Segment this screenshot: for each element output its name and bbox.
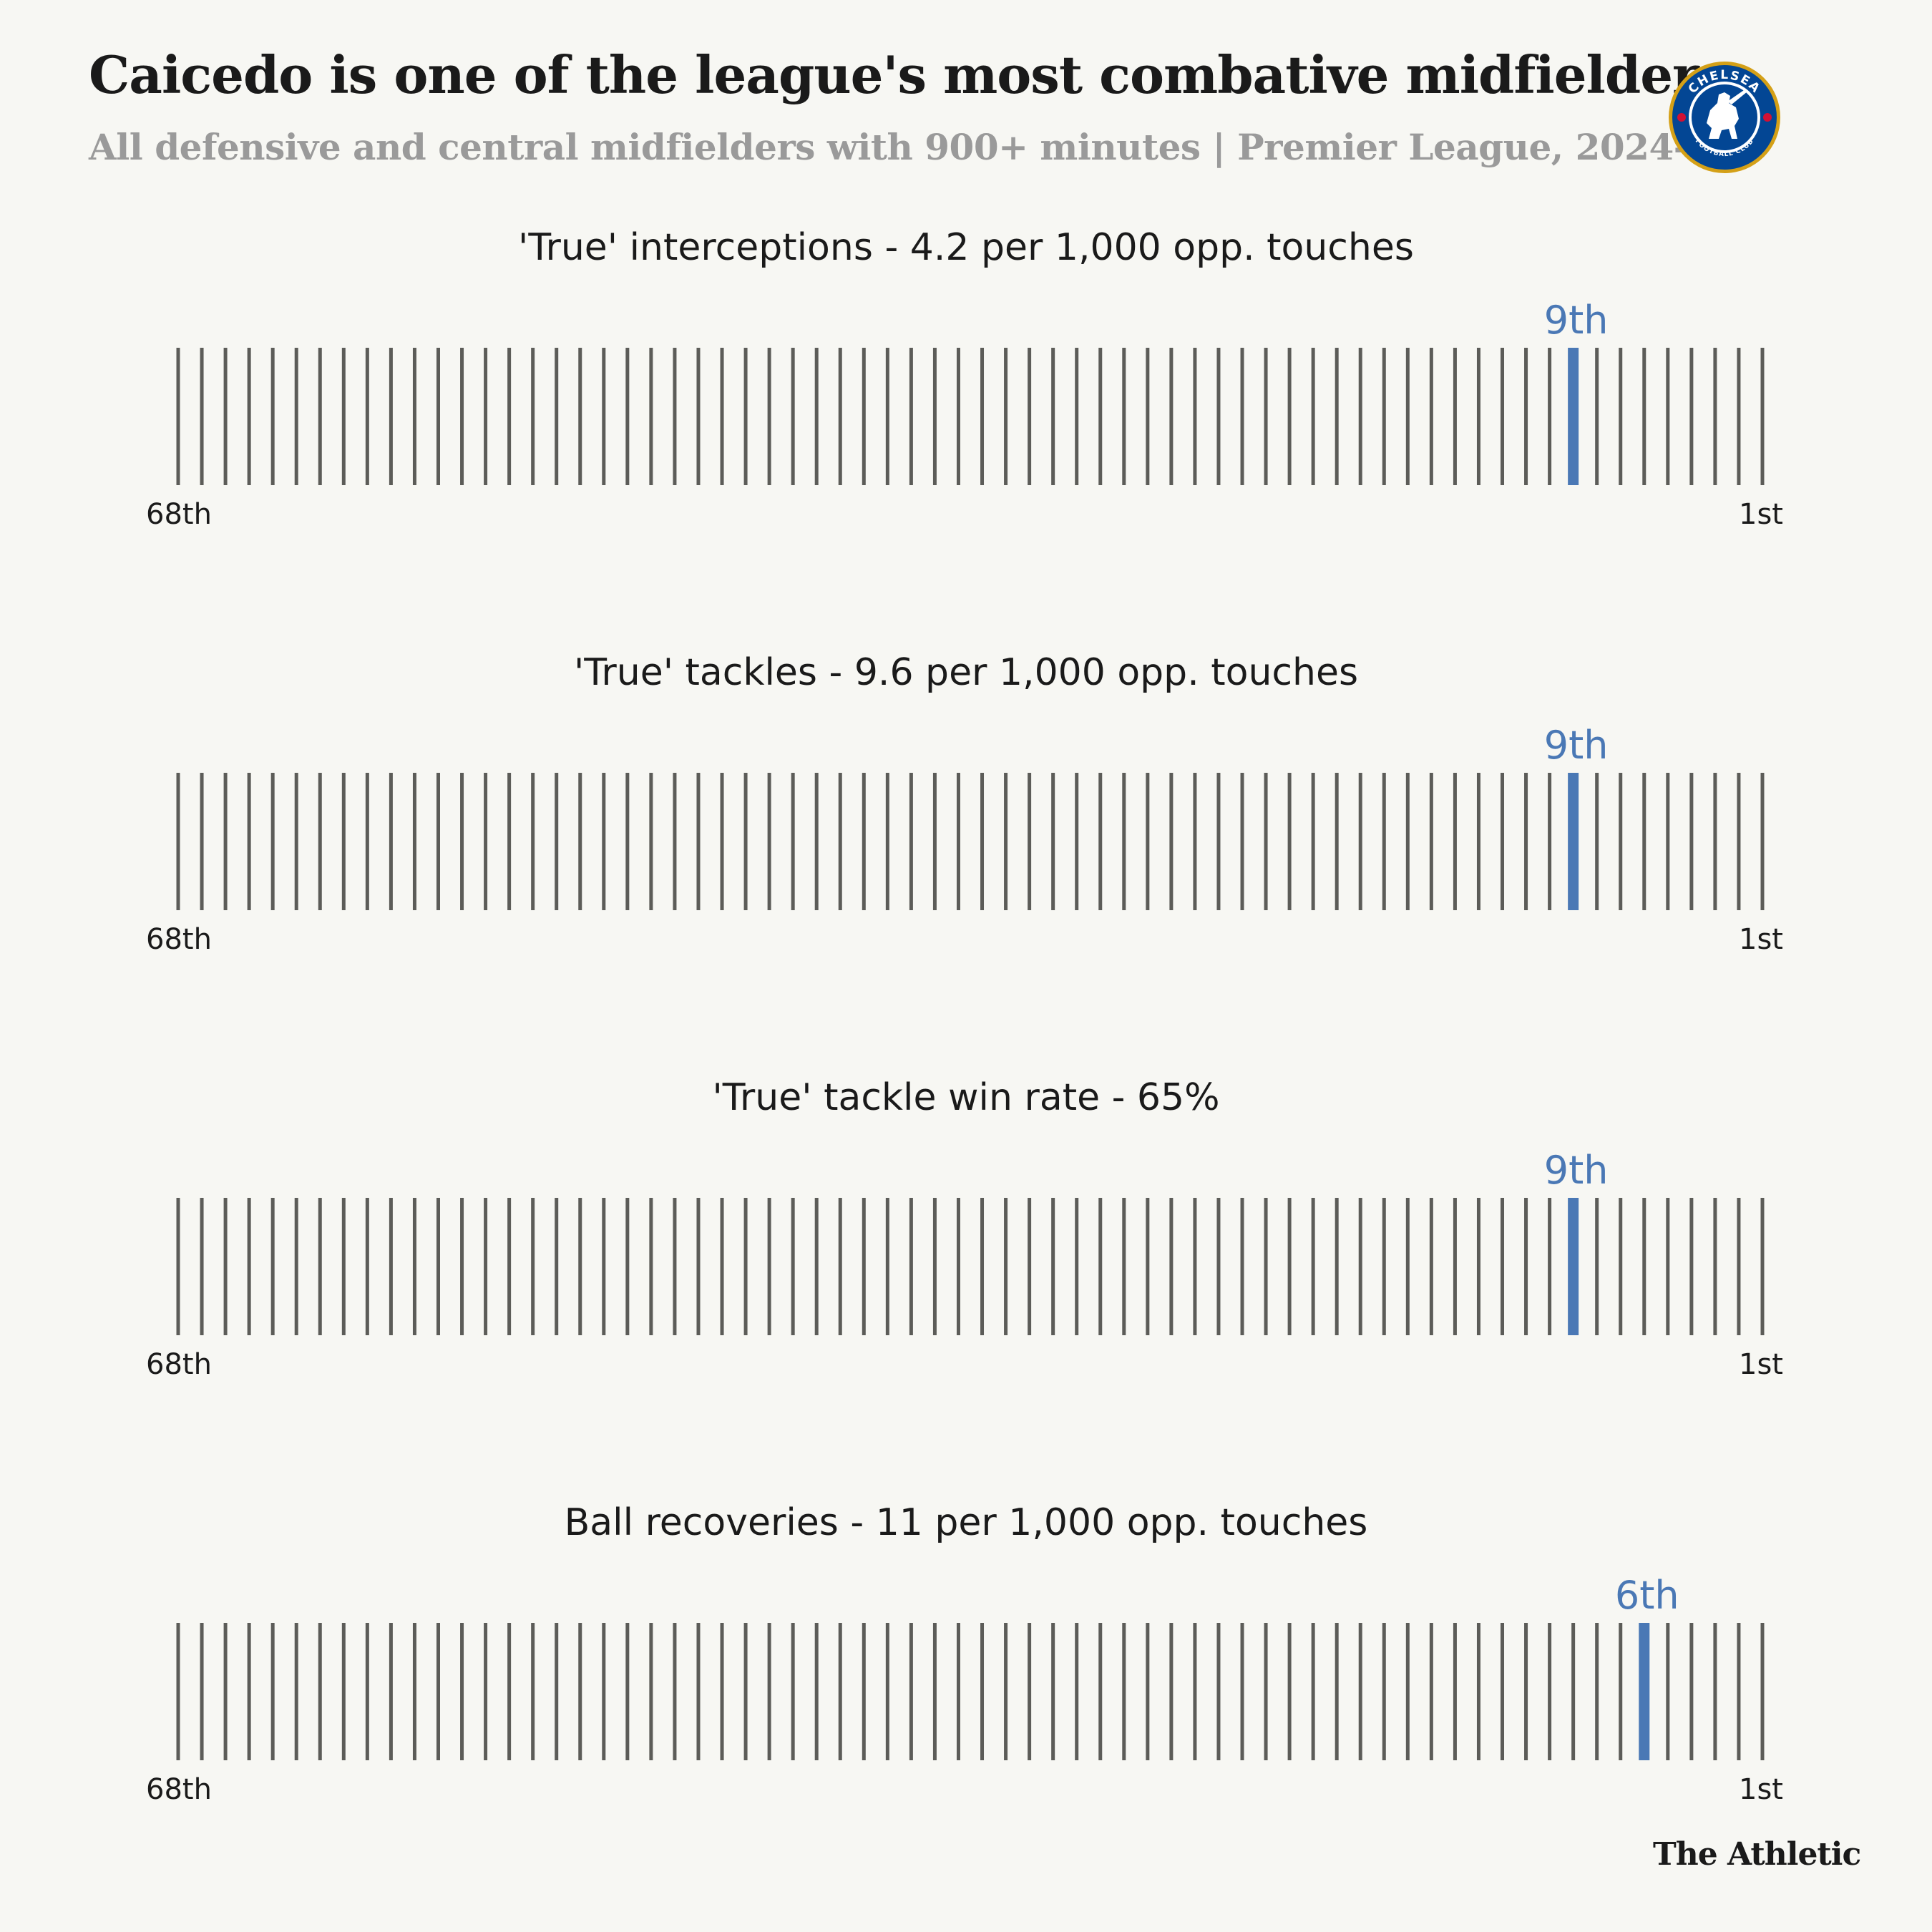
strip-chart-tackle-win-rate: 'True' tackle win rate - 65% 9th 68th 1s…: [0, 1076, 1932, 1448]
strip-title: 'True' interceptions - 4.2 per 1,000 opp…: [518, 226, 1414, 269]
chart-title: Caicedo is one of the league's most comb…: [89, 44, 1728, 105]
rank-label: 9th: [1544, 298, 1609, 343]
rank-label: 6th: [1615, 1573, 1679, 1618]
strip-ticks: 9th: [176, 1148, 1765, 1335]
strip-chart-tackles: 'True' tackles - 9.6 per 1,000 opp. touc…: [0, 651, 1932, 1023]
brand-logo: The Athletic: [1653, 1836, 1861, 1873]
strip-ticks: 9th: [176, 723, 1765, 910]
strip-ticks: 9th: [176, 298, 1765, 485]
strip-title: 'True' tackles - 9.6 per 1,000 opp. touc…: [573, 651, 1359, 694]
rank-label: 9th: [1544, 1148, 1609, 1193]
rank-label: 9th: [1544, 723, 1609, 768]
chart-subtitle: All defensive and central midfielders wi…: [89, 126, 1737, 168]
axis-label-last: 68th: [146, 923, 212, 956]
strip-chart-ball-recoveries: Ball recoveries - 11 per 1,000 opp. touc…: [0, 1501, 1932, 1873]
axis-label-last: 68th: [146, 498, 212, 531]
axis-label-first: 1st: [1739, 1773, 1783, 1806]
axis-label-first: 1st: [1739, 498, 1783, 531]
axis-label-last: 68th: [146, 1348, 212, 1381]
axis-label-last: 68th: [146, 1773, 212, 1806]
strip-ticks: 6th: [176, 1573, 1765, 1760]
strip-title: 'True' tackle win rate - 65%: [712, 1076, 1220, 1119]
axis-label-first: 1st: [1739, 923, 1783, 956]
strip-title: Ball recoveries - 11 per 1,000 opp. touc…: [564, 1501, 1368, 1544]
chelsea-crest-icon: CHELSEA FOOTBALL CLUB: [1669, 62, 1780, 173]
strip-chart-interceptions: 'True' interceptions - 4.2 per 1,000 opp…: [0, 226, 1932, 598]
axis-label-first: 1st: [1739, 1348, 1783, 1381]
